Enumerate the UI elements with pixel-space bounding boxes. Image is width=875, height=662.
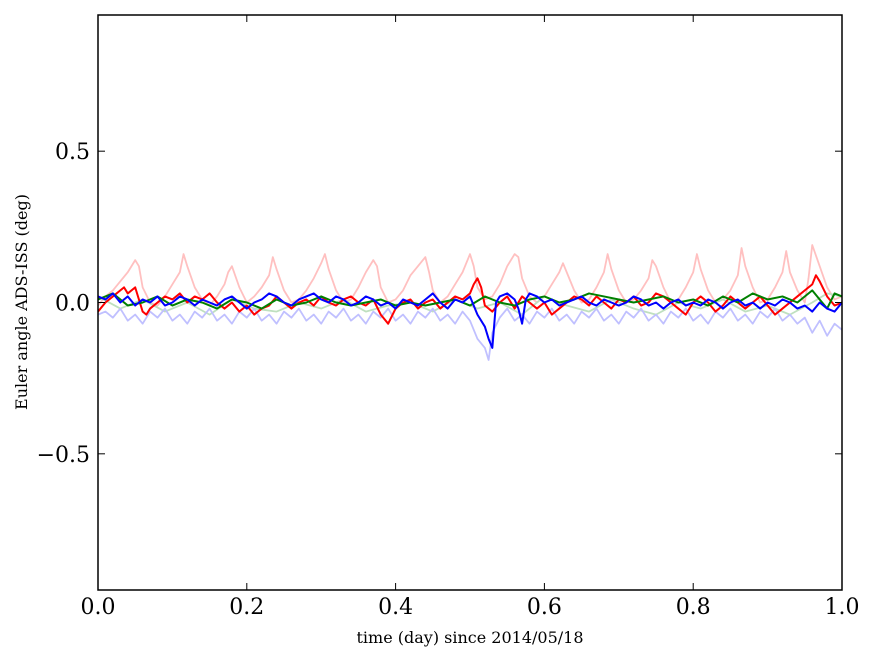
series-line-3: [98, 274, 842, 325]
x-axis-label: time (day) since 2014/05/18: [356, 628, 583, 647]
y-axis-label: Euler angle ADS-ISS (deg): [12, 194, 31, 410]
x-tick-label: 0.6: [527, 595, 562, 620]
x-tick-label: 0.2: [229, 595, 264, 620]
series-layer: [98, 244, 842, 361]
x-tick-label: 0.4: [378, 595, 413, 620]
series-line-5: [98, 292, 842, 349]
x-tick-label: 0.8: [676, 595, 711, 620]
y-tick-label: −0.5: [37, 443, 90, 468]
x-tick-label: 1.0: [825, 595, 860, 620]
y-tick-label: 0.0: [55, 292, 90, 317]
series-line-4: [98, 289, 842, 310]
series-line-2: [98, 307, 842, 361]
ticks-layer: 0.0 0.2 0.4 0.6 0.8 1.0 −0.5 0.0 0.5: [37, 15, 860, 620]
y-tick-label: 0.5: [55, 140, 90, 165]
x-tick-label: 0.0: [81, 595, 116, 620]
